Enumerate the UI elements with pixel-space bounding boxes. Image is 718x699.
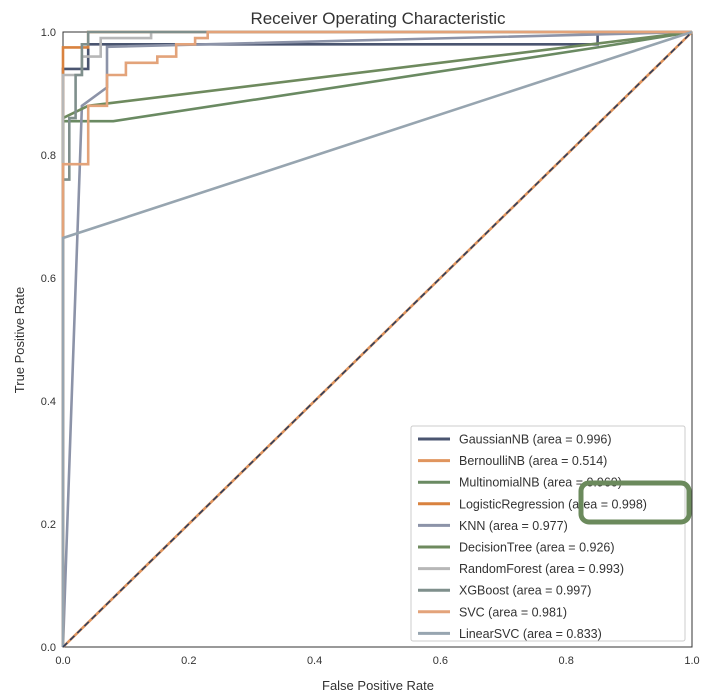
legend-items: GaussianNB (area = 0.996) BernoulliNB (ar… (418, 433, 647, 641)
legend-box (410, 425, 686, 642)
x-tick-label: 0.0 (55, 655, 70, 667)
highlight-annotation-box (578, 480, 692, 525)
legend-label-logisticregression: LogisticRegression (area = 0.998) (459, 497, 647, 511)
y-tick-label: 0.6 (41, 273, 56, 285)
legend: GaussianNB (area = 0.996) BernoulliNB (ar… (410, 425, 686, 642)
legend-label-decisiontree: DecisionTree (area = 0.926) (459, 541, 615, 555)
x-tick-label: 0.4 (307, 655, 322, 667)
chance-diagonal-line (62, 31, 693, 648)
y-tick-label: 0.0 (41, 642, 56, 654)
series-line-xgboost (61, 30, 692, 647)
x-tick-label: 0.6 (433, 655, 448, 667)
legend-label-xgboost: XGBoost (area = 0.997) (459, 584, 591, 598)
legend-label-linearsvc: LinearSVC (area = 0.833) (459, 627, 602, 641)
y-tick-label: 0.2 (41, 519, 56, 531)
series-line-randomforest (61, 30, 692, 647)
x-axis-label: False Positive Rate (322, 678, 434, 693)
y-tick-label: 0.8 (41, 150, 56, 162)
series-line-linearsvc (61, 30, 693, 647)
x-tick-label: 0.8 (559, 655, 574, 667)
chart-title: Receiver Operating Characteristic (250, 9, 506, 28)
series-line-svc (61, 30, 692, 647)
legend-label-svc: SVC (area = 0.981) (459, 605, 567, 619)
legend-label-knn: KNN (area = 0.977) (459, 519, 568, 533)
plot-area (61, 30, 693, 648)
y-tick-label: 0.4 (41, 396, 56, 408)
y-ticks: 0.0 0.2 0.4 0.6 0.8 1.0 (41, 27, 56, 654)
x-tick-label: 1.0 (684, 655, 699, 667)
y-tick-label: 1.0 (41, 27, 56, 39)
y-axis-label: True Positive Rate (12, 287, 27, 393)
x-tick-label: 0.2 (181, 655, 196, 667)
x-ticks: 0.0 0.2 0.4 0.6 0.8 1.0 (55, 655, 699, 667)
legend-label-randomforest: RandomForest (area = 0.993) (459, 562, 624, 576)
legend-label-gaussiannb: GaussianNB (area = 0.996) (459, 433, 612, 447)
legend-label-bernoullinb: BernoulliNB (area = 0.514) (459, 454, 607, 468)
